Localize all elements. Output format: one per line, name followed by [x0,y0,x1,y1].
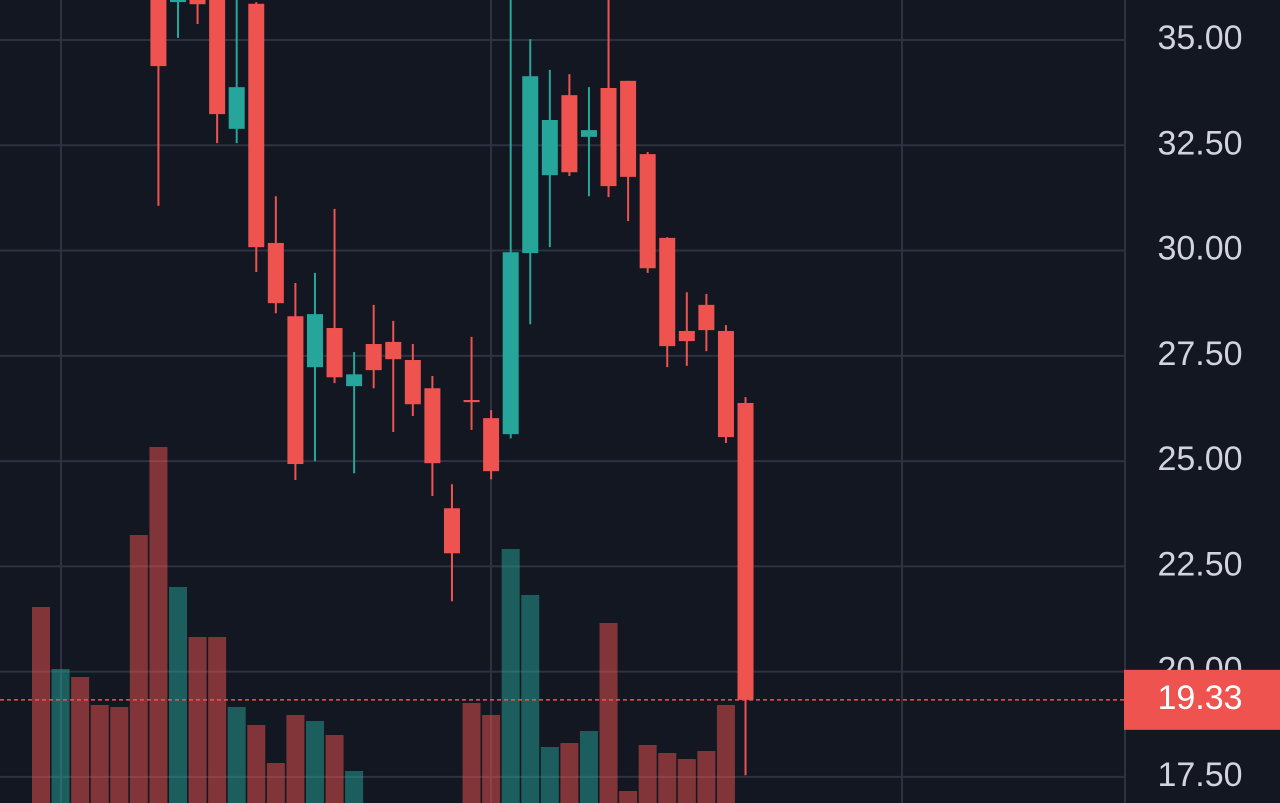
volume-bar [51,669,70,803]
volume-bar [462,703,481,803]
volume-bar [32,607,50,803]
candle-body [717,330,734,438]
candle-body [737,402,754,700]
volume-bar [90,705,109,803]
candle-body [385,341,402,360]
volume-bar [599,623,618,803]
volume-bar [716,705,735,803]
candle-body [267,242,284,304]
last-price-tag [1124,669,1280,730]
volume-bar [266,763,285,803]
candle-body [365,344,382,371]
volume-bar [501,549,520,803]
volume-bar [521,595,540,803]
candle-body [228,87,245,129]
volume-bar [168,587,187,803]
volume-bar [110,707,129,803]
volume-bar [247,725,266,803]
candle-body [287,316,304,465]
candle-body [443,508,460,554]
volume-bar [560,743,579,803]
y-tick-label: 30.00 [1157,230,1242,268]
volume-bar [305,721,324,803]
volume-bar [658,753,677,803]
candle-body [580,130,597,137]
volume-bar [208,637,227,803]
candle-body [424,388,441,464]
volume-bar [540,747,559,803]
candle-body [659,237,676,347]
volume-bar [71,677,90,803]
candle-body [346,374,363,387]
y-tick-label: 25.00 [1157,440,1242,478]
candle-body [678,330,695,342]
candle-body [189,0,206,5]
candle-body [600,88,617,187]
volume-bar [638,745,657,803]
volume-bar [697,751,716,803]
candle-body [522,76,539,254]
candle-body [639,154,656,269]
volume-bar [325,735,344,803]
candle-body [483,418,500,472]
candle-body [248,3,265,248]
candle-body [209,0,226,115]
candle-body [502,252,519,435]
y-tick-label: 32.50 [1157,124,1242,162]
y-tick-label: 35.00 [1157,19,1242,57]
volume-bar [345,771,364,803]
candle-body [326,328,343,378]
y-tick-label: 27.50 [1157,335,1242,373]
candle-body [463,400,480,403]
candle-body [150,0,167,67]
candle-body [404,360,421,405]
candle-body [169,0,186,3]
y-tick-label: 22.50 [1157,545,1242,583]
candle-body [620,80,637,177]
volume-bar [188,637,207,803]
volume-bar [129,535,148,803]
last-price-label: 19.33 [1157,679,1242,717]
candle-body [306,314,323,368]
candle-body [561,95,578,173]
candle-body [698,304,715,331]
volume-bar [579,731,598,803]
volume-bar [286,715,305,803]
volume-bar [677,759,696,803]
volume-bar [227,707,246,803]
volume-bar [619,791,638,803]
volume-bar [482,715,501,803]
candle-body [541,120,558,176]
volume-bar [149,447,168,803]
y-tick-label: 17.50 [1157,756,1242,794]
